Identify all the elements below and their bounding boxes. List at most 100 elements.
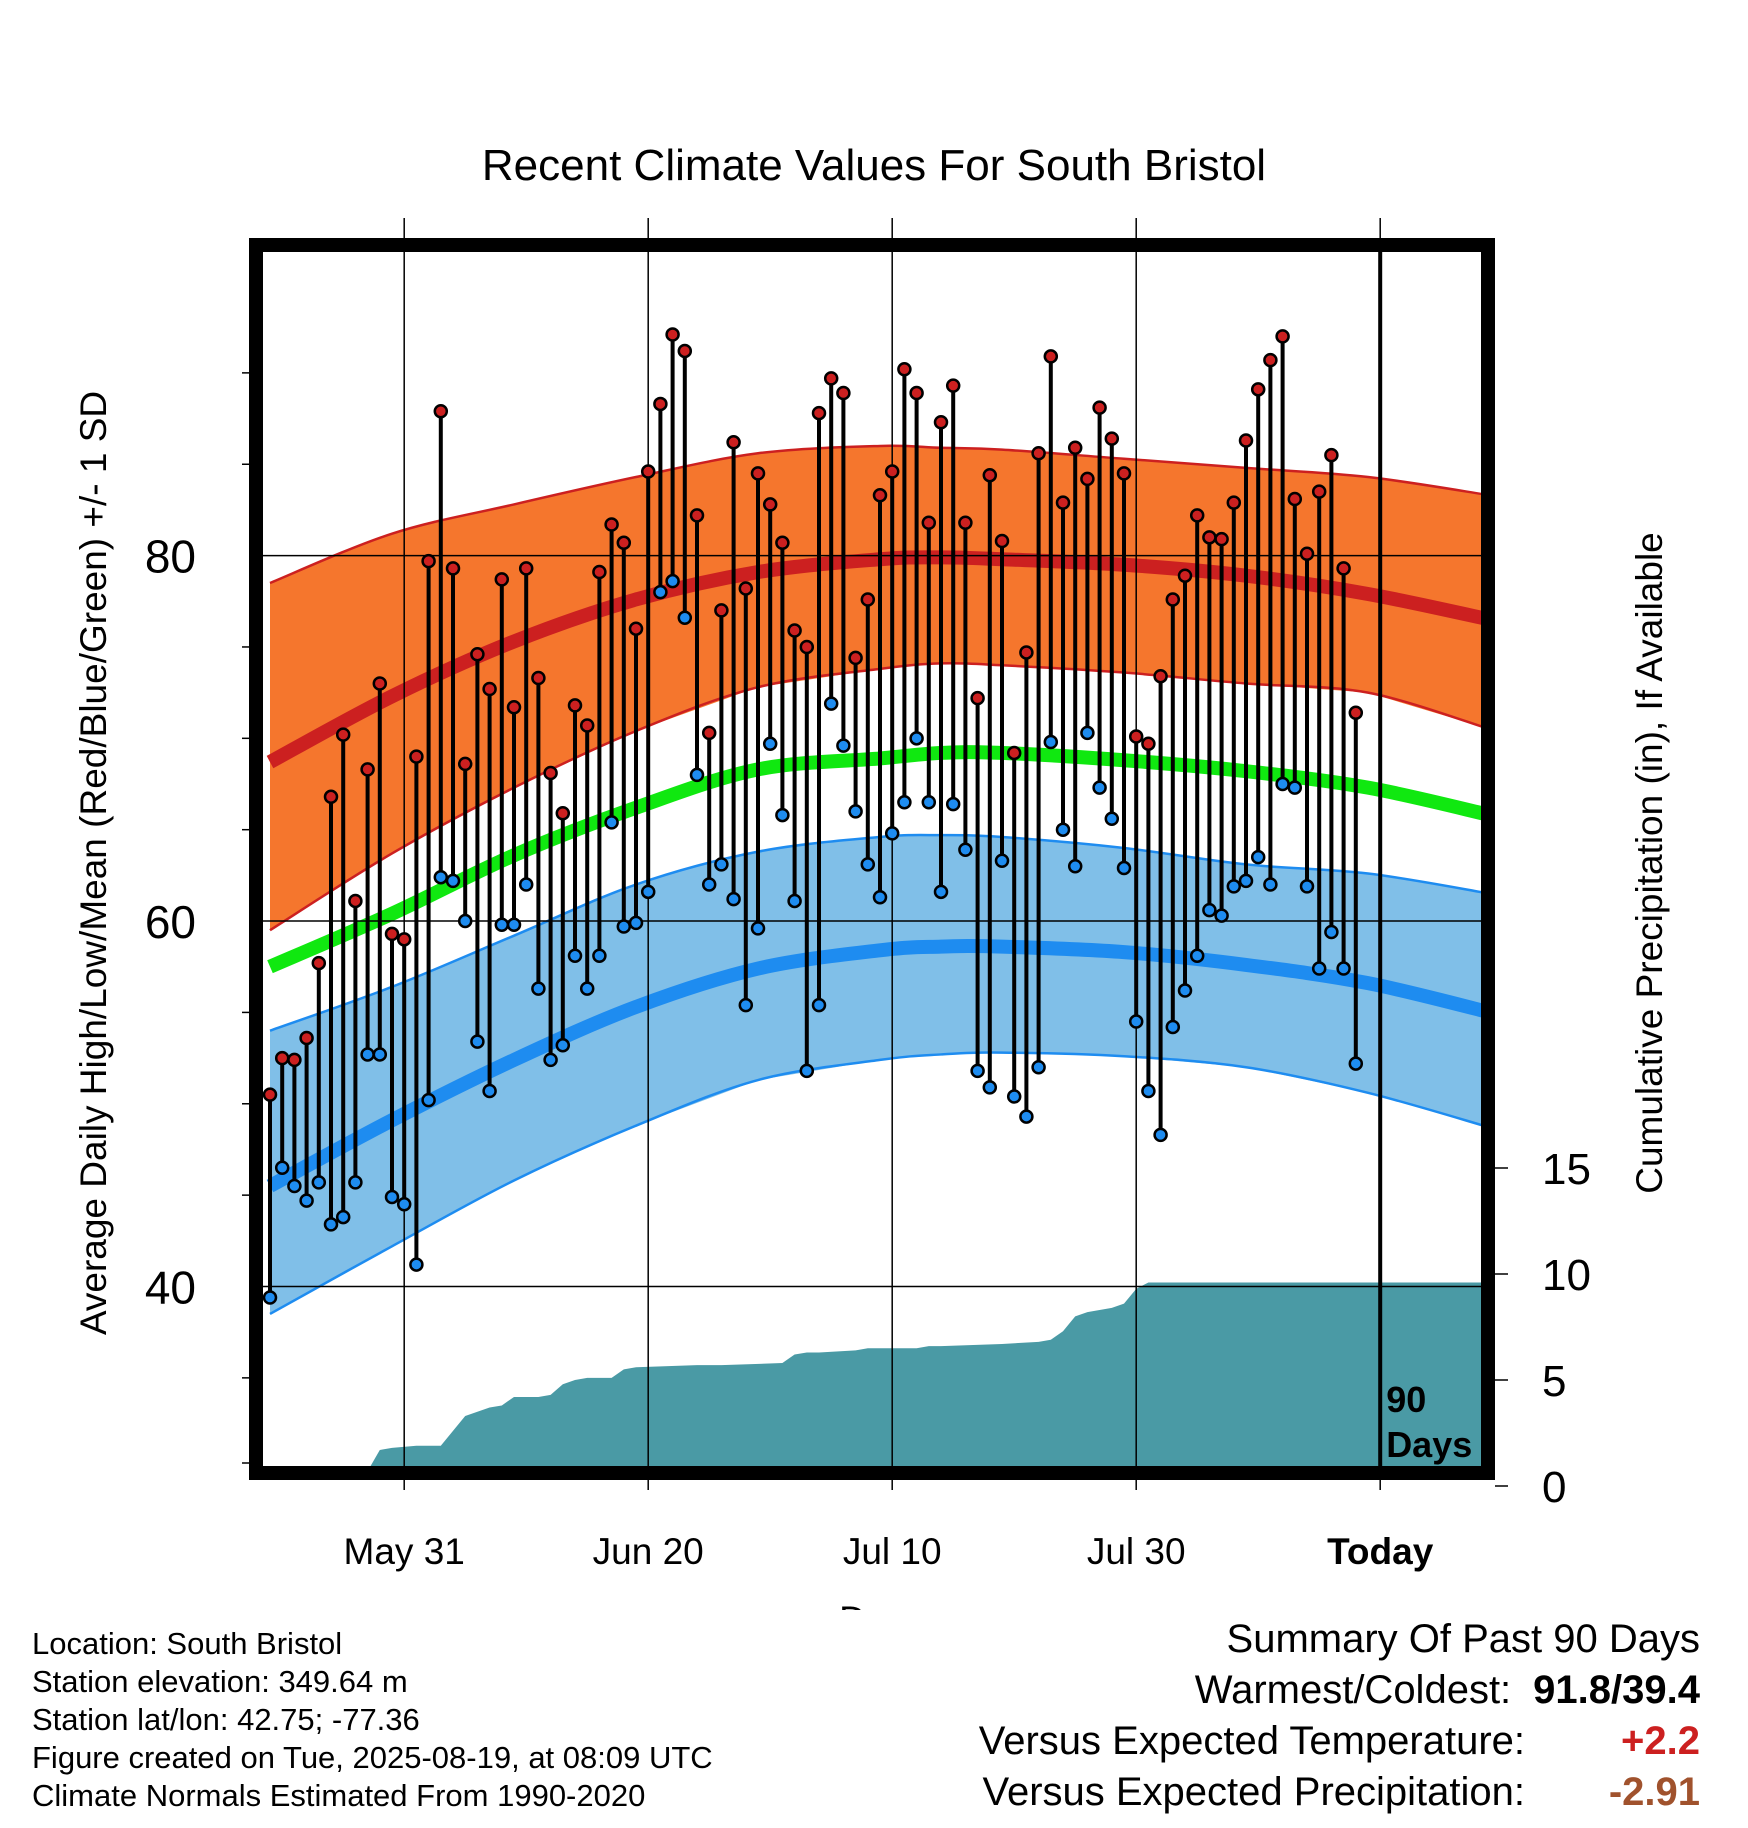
high-point bbox=[775, 535, 790, 551]
high-point bbox=[1311, 484, 1327, 499]
high-point bbox=[335, 727, 351, 742]
low-point bbox=[787, 893, 802, 909]
high-point bbox=[1092, 400, 1107, 415]
low-point bbox=[1165, 1019, 1181, 1035]
precip-area bbox=[368, 1282, 1483, 1470]
low-point bbox=[1043, 734, 1059, 750]
high-point bbox=[921, 515, 937, 530]
high-point bbox=[787, 623, 802, 638]
low-point bbox=[628, 915, 644, 931]
high-point bbox=[579, 718, 595, 733]
plot-area bbox=[262, 245, 1483, 1470]
high-point bbox=[836, 385, 851, 401]
low-point bbox=[262, 1290, 278, 1305]
latlon-text: Station lat/lon: 42.75; -77.36 bbox=[32, 1702, 420, 1737]
high-point bbox=[287, 1052, 302, 1068]
low-point bbox=[457, 913, 473, 929]
high-point bbox=[299, 1030, 314, 1046]
low-point bbox=[372, 1047, 388, 1062]
high-point bbox=[1153, 668, 1168, 684]
y2-tick-label: 0 bbox=[1542, 1463, 1566, 1512]
low-point bbox=[531, 981, 546, 996]
high-point bbox=[592, 564, 607, 580]
low-point bbox=[1104, 811, 1120, 826]
high-point bbox=[1324, 447, 1339, 463]
low-point bbox=[1128, 1014, 1144, 1029]
precip-departure-label: Versus Expected Precipitation: bbox=[982, 1770, 1525, 1814]
low-point bbox=[494, 917, 510, 932]
high-point bbox=[738, 581, 754, 596]
y-tick-label: 80 bbox=[145, 531, 196, 583]
high-point bbox=[1348, 705, 1364, 720]
high-point bbox=[1104, 431, 1120, 446]
low-point bbox=[689, 767, 705, 783]
low-point bbox=[579, 981, 595, 996]
high-point bbox=[799, 639, 815, 655]
high-point bbox=[1214, 531, 1229, 547]
low-point bbox=[884, 826, 900, 841]
station-info: Location: South Bristol Station elevatio… bbox=[32, 1625, 932, 1815]
low-point bbox=[1153, 1127, 1168, 1143]
low-point bbox=[274, 1160, 290, 1175]
low-point bbox=[982, 1080, 998, 1095]
daily-data-layer bbox=[262, 327, 1364, 1305]
low-point bbox=[1202, 902, 1217, 918]
precip-layer bbox=[368, 1282, 1483, 1470]
high-point bbox=[1250, 382, 1266, 397]
high-point bbox=[482, 681, 497, 697]
low-point bbox=[1348, 1056, 1364, 1071]
high-point bbox=[518, 561, 534, 576]
high-point bbox=[531, 670, 546, 686]
normals-period-text: Climate Normals Estimated From 1990-2020 bbox=[32, 1778, 646, 1813]
low-point bbox=[604, 815, 619, 830]
high-normal-band-upper-edge bbox=[269, 444, 1483, 585]
high-point bbox=[982, 467, 998, 483]
high-point bbox=[543, 765, 558, 781]
high-point bbox=[701, 725, 717, 741]
low-point bbox=[287, 1178, 302, 1194]
low-point bbox=[1116, 860, 1132, 876]
high-point bbox=[1165, 592, 1181, 607]
y-tick-label: 40 bbox=[145, 1262, 196, 1314]
low-point bbox=[677, 610, 693, 625]
low-point bbox=[1287, 780, 1303, 795]
high-point bbox=[1238, 433, 1254, 448]
plot-frame bbox=[249, 238, 1495, 1480]
high-point bbox=[348, 893, 363, 909]
high-point bbox=[1275, 329, 1290, 344]
low-point bbox=[823, 696, 839, 711]
created-text: Figure created on Tue, 2025-08-19, at 08… bbox=[32, 1740, 713, 1775]
low-point bbox=[335, 1209, 351, 1225]
low-point bbox=[1067, 858, 1083, 874]
high-point bbox=[897, 361, 912, 377]
low-point bbox=[653, 584, 668, 600]
low-point bbox=[872, 890, 888, 905]
y2-axis-label: Cumulative Precipitation (in), If Availa… bbox=[1629, 532, 1670, 1194]
temp-departure-row: Versus Expected Temperature: +2.2 bbox=[800, 1716, 1700, 1767]
low-point bbox=[1080, 725, 1095, 741]
high-point bbox=[1067, 440, 1083, 456]
high-point bbox=[1006, 745, 1022, 761]
low-normal-line bbox=[266, 939, 1483, 1193]
low-point bbox=[323, 1217, 339, 1232]
high-point bbox=[494, 572, 510, 587]
high-point bbox=[555, 805, 571, 821]
low-point bbox=[1311, 961, 1327, 976]
low-point bbox=[933, 884, 949, 900]
low-point bbox=[409, 1257, 424, 1272]
low-point bbox=[445, 873, 461, 889]
location-text: Location: South Bristol bbox=[32, 1626, 343, 1661]
high-point bbox=[323, 789, 339, 805]
high-point bbox=[1287, 491, 1303, 507]
low-point bbox=[1189, 948, 1205, 964]
low-point bbox=[470, 1034, 485, 1049]
low-point bbox=[518, 877, 534, 892]
high-point bbox=[1031, 446, 1046, 461]
low-point bbox=[1275, 776, 1290, 792]
high-point bbox=[360, 762, 375, 777]
low-point bbox=[421, 1092, 436, 1108]
high-point bbox=[823, 371, 839, 386]
high-point bbox=[1177, 568, 1193, 583]
low-point bbox=[836, 738, 851, 753]
today-days-word: Days bbox=[1386, 1424, 1472, 1465]
